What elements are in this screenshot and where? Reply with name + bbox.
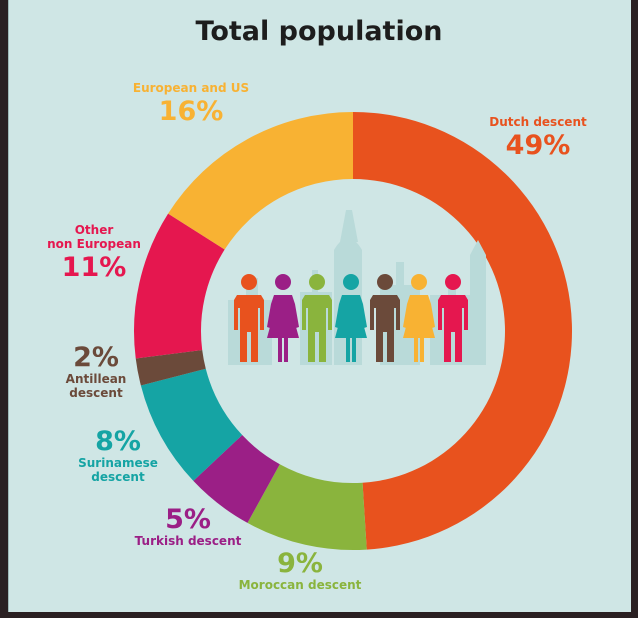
donut-slice-4 — [135, 350, 206, 386]
donut-slice-5 — [133, 213, 225, 359]
label-percent: 8% — [95, 426, 141, 457]
label-name-line-1: Other — [74, 223, 114, 237]
donut-slice-6 — [168, 111, 353, 250]
label-percent: 9% — [277, 548, 323, 579]
label-name-line-2: descent — [69, 385, 123, 400]
label-surinamese-descent: 8% Surinamese descent — [68, 426, 168, 485]
man-icon — [302, 274, 332, 362]
donut-slice-0 — [353, 112, 573, 550]
label-european-and-us: European and US 16% — [118, 81, 264, 127]
donut-slice-2 — [193, 435, 280, 523]
man-icon — [438, 274, 468, 362]
label-name-line-2: descent — [91, 469, 145, 484]
label-name-line-2: non European — [47, 236, 141, 251]
label-antillean-descent: 2% Antillean descent — [46, 342, 146, 401]
man-icon — [234, 274, 264, 362]
label-percent: 2% — [73, 342, 119, 373]
label-moroccan-descent: 9% Moroccan descent — [230, 548, 370, 593]
label-name: Moroccan descent — [238, 578, 362, 593]
donut-slice-3 — [140, 368, 243, 481]
label-percent: 11% — [61, 251, 127, 283]
label-percent: 49% — [505, 129, 571, 161]
label-turkish-descent: 5% Turkish descent — [128, 504, 248, 549]
donut-slice-1 — [247, 464, 367, 550]
label-percent: 16% — [158, 95, 224, 127]
label-dutch-descent: Dutch descent 49% — [478, 115, 598, 161]
donut-slices — [133, 111, 573, 550]
label-percent: 5% — [165, 504, 211, 535]
people-figures — [234, 274, 468, 362]
label-name: European and US — [132, 81, 250, 95]
label-name-line-1: Antillean — [65, 372, 127, 387]
man-icon — [370, 274, 400, 362]
woman-icon — [403, 274, 435, 362]
label-name-line-1: Surinamese — [78, 456, 158, 471]
skyline-building-6 — [470, 240, 486, 365]
chart-title: Total population — [195, 16, 443, 47]
woman-icon — [267, 274, 299, 362]
label-name: Turkish descent — [134, 534, 242, 549]
label-name: Dutch descent — [489, 115, 587, 129]
woman-icon — [335, 274, 367, 362]
label-other-non-european: Other non European 11% — [36, 223, 152, 283]
skyline-building-3 — [340, 210, 358, 242]
